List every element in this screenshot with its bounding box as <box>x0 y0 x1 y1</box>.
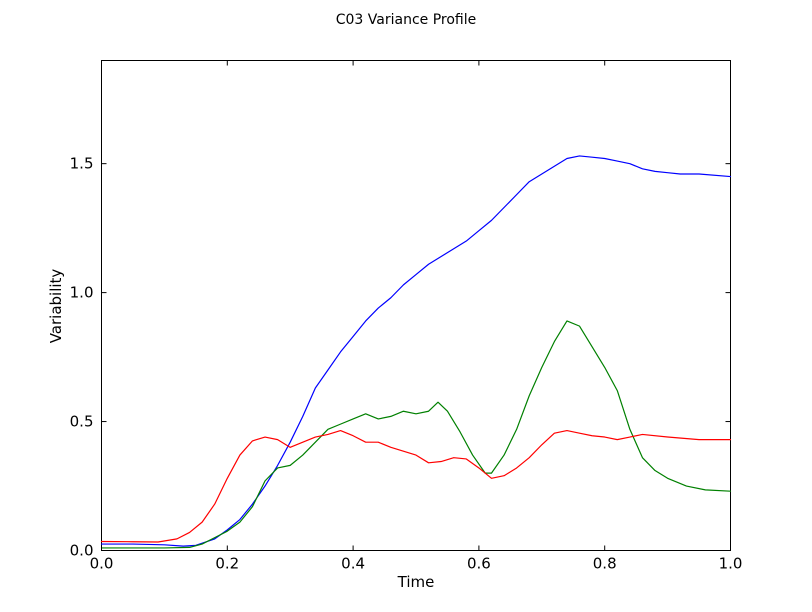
y-axis-ticks: 0.0 0.5 1.0 1.5 <box>70 155 731 560</box>
y-tick-label: 0.0 <box>70 542 94 560</box>
chart-title: C03 Variance Profile <box>336 12 477 28</box>
x-tick-label: 0.0 <box>90 555 114 573</box>
y-tick-label: 1.0 <box>70 284 94 302</box>
x-axis-ticks: 0.0 0.2 0.4 0.6 0.8 1.0 <box>90 60 743 573</box>
series-line-green <box>100 320 732 549</box>
x-axis-label: Time <box>397 573 435 591</box>
plot-area: 0.0 0.2 0.4 0.6 0.8 1.0 0.0 0.5 1.0 1.5 <box>70 60 743 573</box>
x-tick-label: 1.0 <box>719 555 743 573</box>
series-line-red <box>100 429 732 543</box>
y-axis-label: Variability <box>47 269 65 344</box>
x-tick-label: 0.4 <box>341 555 365 573</box>
series-line-blue <box>100 155 732 547</box>
y-tick-label: 0.5 <box>70 413 94 431</box>
x-tick-label: 0.8 <box>593 555 617 573</box>
series-layer <box>100 155 732 549</box>
y-tick-label: 1.5 <box>70 155 94 173</box>
x-tick-label: 0.6 <box>467 555 491 573</box>
x-tick-label: 0.2 <box>215 555 239 573</box>
plot-frame <box>101 60 731 551</box>
